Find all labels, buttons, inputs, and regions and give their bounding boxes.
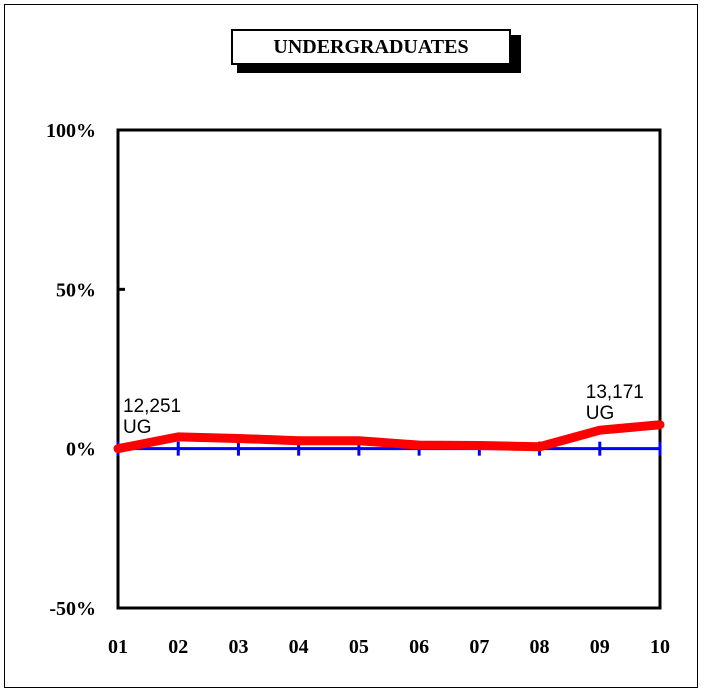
annotation-count: 12,251 [123,396,181,417]
series-layer [113,420,665,456]
chart-title: UNDERGRADUATES [231,29,511,65]
x-axis: 01 02 03 04 05 06 07 08 09 10 [108,636,670,658]
x-tick-label: 09 [590,636,610,658]
annotation-count: 13,171 [586,382,644,403]
annotation-unit: UG [123,417,152,438]
y-tick-label: 100% [46,120,96,142]
y-tick-label: 0% [66,439,96,461]
growth-series-line [113,420,665,454]
x-tick-label: 05 [349,636,369,658]
chart-frame [4,4,698,688]
x-tick-label: 10 [650,636,670,658]
x-tick-label: 06 [409,636,429,658]
annotation-unit: UG [586,403,615,424]
y-tick-label: -50% [49,598,96,620]
x-tick-label: 08 [530,636,550,658]
x-tick-label: 03 [228,636,248,658]
x-tick-label: 07 [469,636,489,658]
x-tick-label: 02 [168,636,188,658]
plot-area [116,128,662,610]
y-axis: 100% 50% 0% -50% [46,120,125,620]
x-tick-label: 01 [108,636,128,658]
x-tick-label: 04 [289,636,309,658]
y-tick-label: 50% [56,279,96,301]
